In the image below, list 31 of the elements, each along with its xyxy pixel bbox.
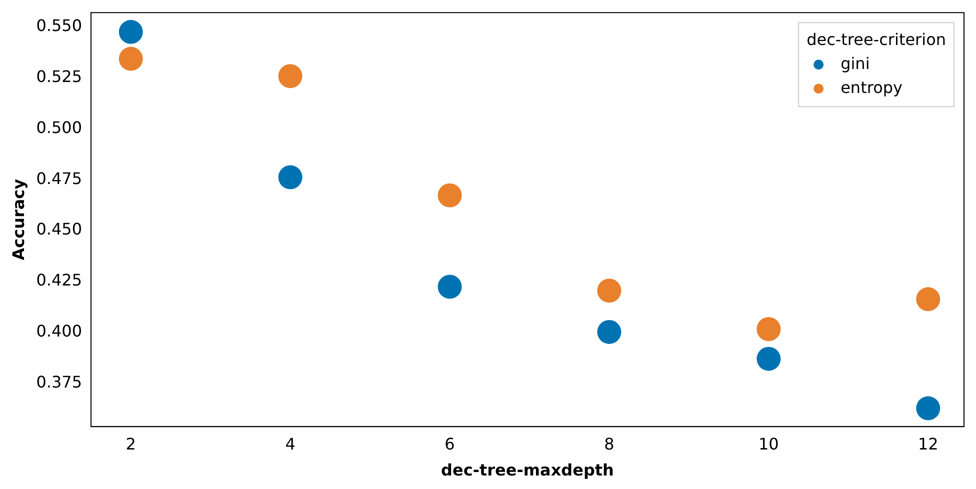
y-tick-label: 0.450: [36, 220, 82, 239]
y-axis-title: Accuracy: [8, 178, 28, 260]
point: [438, 183, 462, 208]
legend-label: gini: [840, 54, 870, 73]
legend-label: entropy: [840, 78, 902, 97]
x-axis-title: dec-tree-maxdepth: [441, 460, 614, 480]
point: [278, 165, 302, 190]
point: [278, 64, 302, 88]
point: [916, 287, 940, 312]
y-tick-label: 0.475: [36, 168, 82, 188]
point: [118, 20, 143, 44]
legend-title: dec-tree-criterion: [806, 30, 946, 49]
x-tick-label: 8: [604, 434, 614, 454]
y-tick-label: 0.425: [36, 270, 82, 290]
y-tick-label: 0.550: [36, 16, 82, 36]
x-tick-label: 4: [285, 434, 296, 454]
point: [438, 274, 462, 299]
y-tick-label: 0.400: [36, 322, 82, 341]
point: [597, 320, 622, 344]
y-tick-label: 0.525: [36, 67, 82, 86]
x-tick-label: 10: [758, 434, 779, 454]
point: [756, 346, 781, 371]
point: [118, 46, 143, 71]
x-tick-label: 12: [918, 434, 938, 454]
y-tick-label: 0.500: [36, 118, 82, 137]
x-tick-label: 6: [444, 434, 455, 454]
point: [916, 396, 940, 420]
x-tick-label: 2: [126, 434, 136, 454]
point: [756, 317, 781, 342]
point: [597, 278, 622, 303]
y-tick-label: 0.375: [36, 372, 82, 392]
